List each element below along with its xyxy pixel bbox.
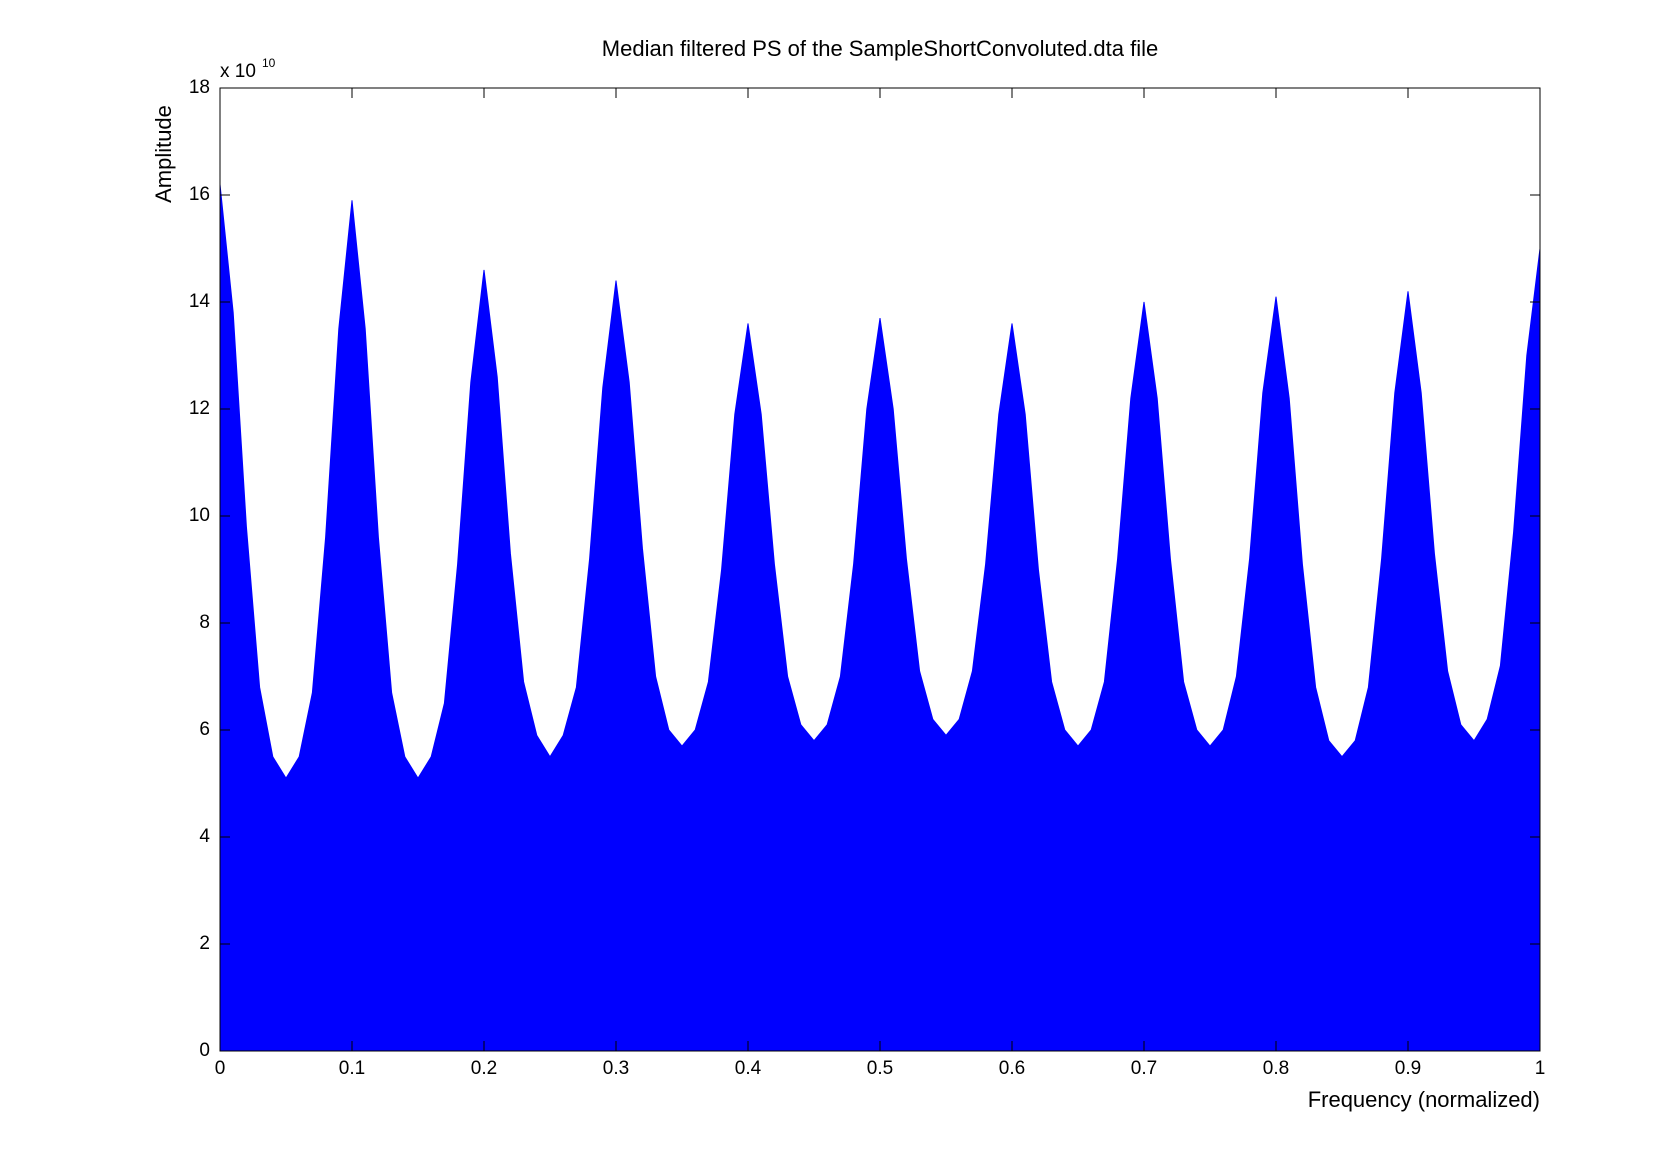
area bbox=[219, 184, 1541, 1052]
y-tick-label: 0 bbox=[199, 1040, 210, 1061]
y-multiplier-exponent: 10 bbox=[262, 56, 276, 70]
y-tick-label: 18 bbox=[189, 77, 210, 98]
x-tick-label: 0.2 bbox=[471, 1058, 497, 1079]
chart-title: Median filtered PS of the SampleShortCon… bbox=[602, 36, 1158, 61]
y-tick-label: 14 bbox=[189, 291, 211, 312]
x-tick-label: 0 bbox=[215, 1058, 226, 1079]
x-tick-label: 0.1 bbox=[339, 1058, 365, 1079]
y-tick-label: 8 bbox=[199, 612, 210, 633]
x-tick-label: 0.4 bbox=[735, 1058, 762, 1079]
x-tick-label: 0.9 bbox=[1395, 1058, 1421, 1079]
x-tick-label: 1 bbox=[1535, 1058, 1546, 1079]
y-multiplier: x 10 bbox=[220, 61, 256, 82]
y-tick-label: 4 bbox=[199, 826, 210, 847]
y-tick-label: 10 bbox=[189, 505, 210, 526]
y-axis-label: Amplitude bbox=[151, 105, 176, 203]
x-axis-label: Frequency (normalized) bbox=[1308, 1087, 1540, 1112]
y-tick-label: 6 bbox=[199, 719, 210, 740]
y-tick-label: 12 bbox=[189, 398, 210, 419]
x-tick-label: 0.6 bbox=[999, 1058, 1025, 1079]
x-tick-label: 0.3 bbox=[603, 1058, 629, 1079]
y-tick-label: 16 bbox=[189, 184, 210, 205]
y-tick-label: 2 bbox=[199, 933, 210, 954]
x-tick-label: 0.5 bbox=[867, 1058, 893, 1079]
x-tick-label: 0.7 bbox=[1131, 1058, 1157, 1079]
x-tick-label: 0.8 bbox=[1263, 1058, 1289, 1079]
